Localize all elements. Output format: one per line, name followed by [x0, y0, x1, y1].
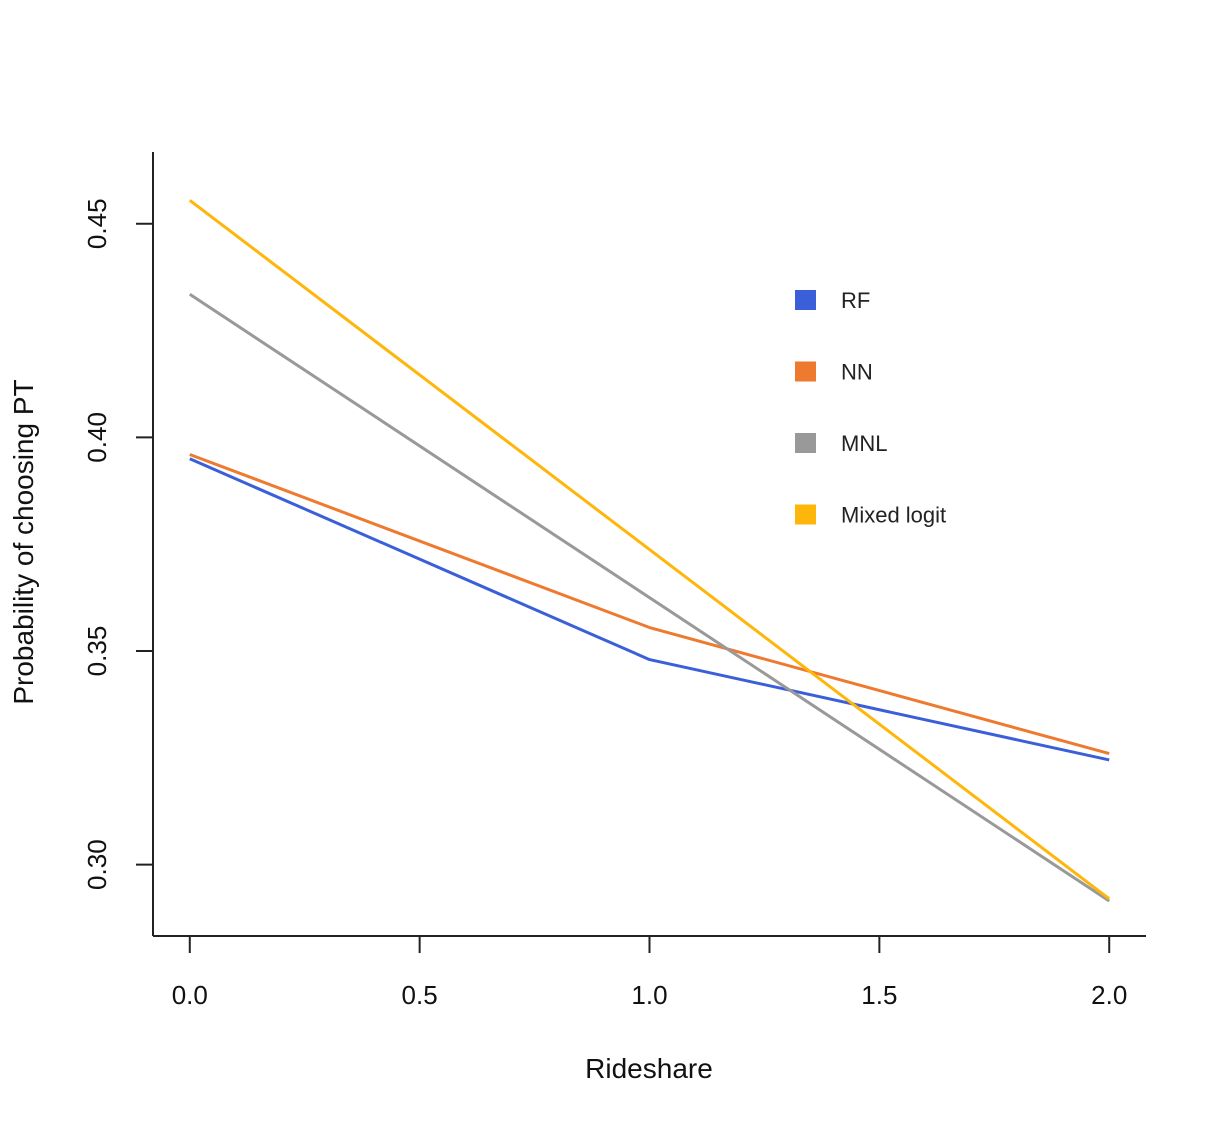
y-tick-label: 0.35	[82, 626, 112, 677]
x-axis-title: Rideshare	[585, 1053, 713, 1084]
y-axis-title: Probability of choosing PT	[8, 379, 39, 704]
x-tick-label: 1.0	[631, 980, 667, 1010]
y-tick-label: 0.40	[82, 412, 112, 463]
x-tick-label: 1.5	[861, 980, 897, 1010]
legend-swatch-rf	[795, 290, 816, 310]
y-tick-label: 0.30	[82, 839, 112, 890]
legend-label-nn: NN	[841, 360, 873, 385]
series-lines	[188, 199, 1111, 903]
y-tick-label: 0.45	[82, 198, 112, 249]
legend-label-rf: RF	[841, 288, 870, 313]
series-line-mixed-logit	[188, 199, 1111, 901]
x-tick-label: 2.0	[1091, 980, 1127, 1010]
legend-label-mixed-logit: Mixed logit	[841, 503, 946, 528]
legend-swatch-mnl	[795, 433, 816, 453]
legend-swatch-mixed-logit	[795, 504, 816, 525]
x-tick-label: 0.0	[172, 980, 208, 1010]
legend: RF NN MNL Mixed logit	[795, 288, 946, 528]
series-line-mnl	[188, 293, 1111, 903]
y-ticks: 0.30 0.35 0.40 0.45	[82, 198, 153, 890]
legend-swatch-nn	[795, 361, 816, 382]
x-tick-label: 0.5	[402, 980, 438, 1010]
x-ticks: 0.0 0.5 1.0 1.5 2.0	[172, 936, 1127, 1010]
legend-label-mnl: MNL	[841, 431, 887, 456]
